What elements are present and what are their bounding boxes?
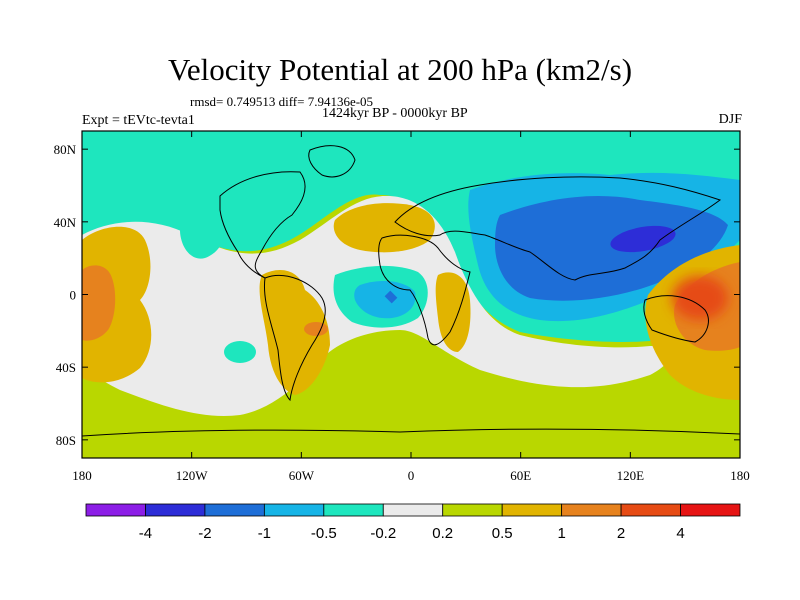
coast-eurasia [394, 176, 722, 281]
coast-north-america [219, 171, 306, 279]
contour-field [82, 131, 740, 458]
y-tick-label: 40N [54, 215, 77, 230]
y-tick-label: 80S [56, 433, 76, 448]
x-tick-label: 60W [289, 468, 315, 483]
x-tick-label: 180 [730, 468, 750, 483]
y-tick-label: 40S [56, 360, 76, 375]
colorbar-swatch [145, 503, 206, 517]
field-australia-core [672, 276, 728, 320]
field-mediterranean-positive [333, 203, 435, 253]
y-tick-label: 80N [54, 142, 77, 157]
coast-australia [643, 295, 709, 343]
x-tick-label: 120W [176, 468, 209, 483]
field-central-pacific-peak [82, 265, 116, 341]
colorbar-label: -0.2 [370, 525, 396, 542]
colorbar-label: 0.2 [432, 525, 453, 542]
x-tick-label: 120E [617, 468, 645, 483]
colorbar-label: 4 [676, 525, 684, 542]
colorbar-label: -0.5 [311, 525, 337, 542]
field-africa-positive [435, 272, 471, 352]
colorbar-swatch [323, 503, 384, 517]
field-pacific-lobe [179, 200, 227, 259]
colorbar-swatch [442, 503, 503, 517]
colorbar-label: -1 [258, 525, 271, 542]
coast-greenland [308, 145, 356, 178]
colorbar-swatch [382, 503, 444, 517]
colorbar-swatch [561, 503, 622, 517]
field-spacific-blob [224, 341, 256, 363]
y-tick-label: 0 [70, 288, 77, 303]
colorbar-swatch [263, 503, 325, 517]
x-axis: 180 120W 60W 0 60E 120E 180 [72, 131, 750, 483]
x-tick-label: 180 [72, 468, 92, 483]
stats-line: rmsd= 0.749513 diff= 7.94136e-05 [190, 94, 374, 109]
experiment-label: Expt = tEVtc-tevta1 [82, 113, 195, 128]
colorbar: -4 -2 -1 -0.5 -0.2 0.2 0.5 1 2 4 [85, 503, 741, 542]
field-central-pacific-positive [82, 226, 152, 383]
coast-south-america [263, 274, 326, 402]
colorbar-label: 1 [557, 525, 565, 542]
colorbar-swatch [85, 503, 146, 517]
field-south-america-positive [259, 270, 330, 395]
coastlines [81, 145, 741, 437]
period-label: 1424kyr BP - 0000kyr BP [322, 106, 468, 121]
y-axis: 80N 40N 0 40S 80S [54, 142, 740, 448]
coast-antarctica [81, 428, 741, 437]
colorbar-swatch [620, 503, 681, 517]
season-label: DJF [718, 112, 742, 127]
colorbar-label: 2 [617, 525, 625, 542]
colorbar-swatch [680, 503, 741, 517]
coast-africa [378, 234, 471, 346]
chart-title: Velocity Potential at 200 hPa (km2/s) [167, 52, 633, 87]
field-atlantic-core [354, 280, 416, 319]
field-south-america-peak [304, 322, 328, 336]
colorbar-label: 0.5 [492, 525, 513, 542]
colorbar-swatch [501, 503, 563, 517]
colorbar-label: -2 [198, 525, 211, 542]
colorbar-swatch [204, 503, 265, 517]
field-atlantic-peak [384, 290, 398, 304]
x-tick-label: 60E [510, 468, 531, 483]
colorbar-label: -4 [139, 525, 152, 542]
field-asia-core [610, 225, 676, 253]
x-tick-label: 0 [408, 468, 415, 483]
